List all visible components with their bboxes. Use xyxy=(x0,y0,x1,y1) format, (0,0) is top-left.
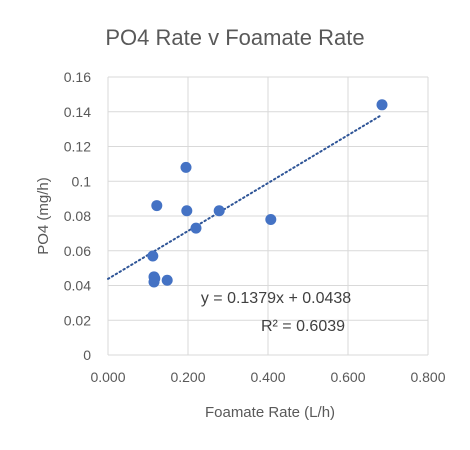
data-point xyxy=(147,250,159,262)
y-tick-label: 0.04 xyxy=(64,278,91,294)
data-point xyxy=(151,200,163,212)
data-point xyxy=(181,205,193,217)
y-tick-label: 0.02 xyxy=(64,312,91,328)
x-tick-label: 0.000 xyxy=(90,369,125,385)
y-tick-label: 0.08 xyxy=(64,208,91,224)
x-tick-label: 0.800 xyxy=(410,369,445,385)
x-axis-tick-labels: 0.000 0.200 0.400 0.600 0.800 xyxy=(90,369,445,385)
x-tick-label: 0.200 xyxy=(170,369,205,385)
data-point xyxy=(148,276,160,288)
y-tick-label: 0.06 xyxy=(64,243,91,259)
data-point xyxy=(161,274,173,286)
data-points xyxy=(147,99,388,288)
y-axis-tick-labels: 0 0.02 0.04 0.06 0.08 0.1 0.12 0.14 0.16 xyxy=(64,69,91,363)
data-point xyxy=(376,99,388,111)
data-point xyxy=(180,161,192,173)
x-tick-label: 0.600 xyxy=(330,369,365,385)
trendline-r-squared: R² = 0.6039 xyxy=(261,318,345,335)
y-tick-label: 0.1 xyxy=(72,173,92,189)
y-tick-label: 0.16 xyxy=(64,69,91,85)
y-tick-label: 0.12 xyxy=(64,139,91,155)
y-tick-label: 0.14 xyxy=(64,104,91,120)
y-tick-label: 0 xyxy=(83,347,91,363)
chart-title: PO4 Rate v Foamate Rate xyxy=(105,25,364,50)
data-point xyxy=(265,213,277,225)
data-point xyxy=(213,205,225,217)
y-axis-title: PO4 (mg/h) xyxy=(35,177,52,255)
x-axis-title: Foamate Rate (L/h) xyxy=(205,404,335,421)
data-point xyxy=(190,222,202,234)
x-tick-label: 0.400 xyxy=(250,369,285,385)
trendline-equation: y = 0.1379x + 0.0438 xyxy=(201,290,351,307)
